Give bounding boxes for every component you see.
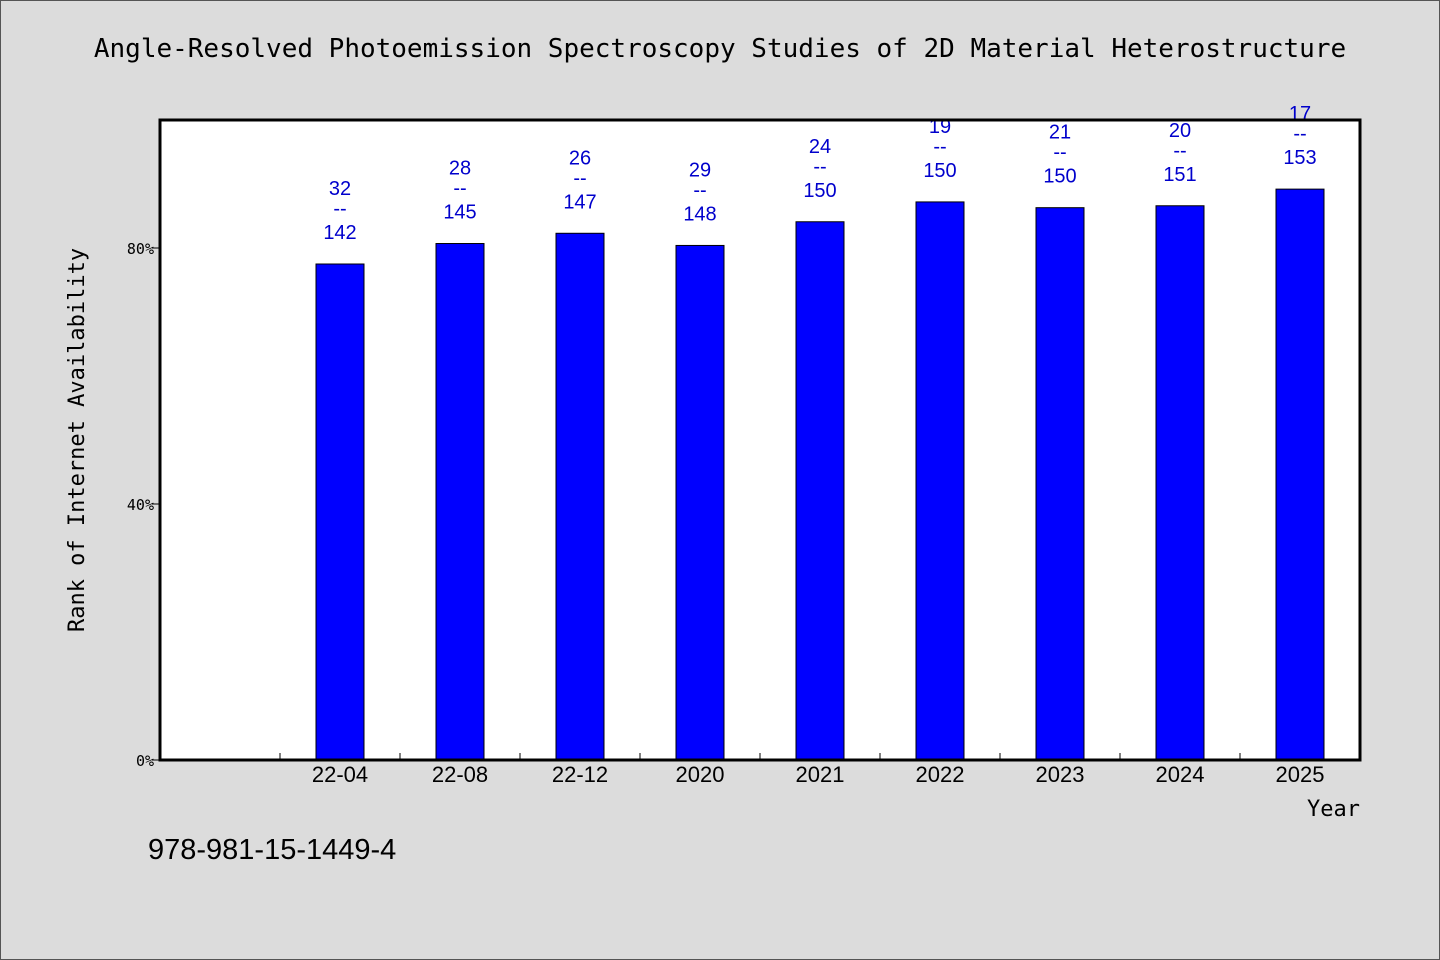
x-tick-label: 22-08: [432, 762, 488, 787]
chart-title: Angle-Resolved Photoemission Spectroscop…: [93, 34, 1347, 64]
bar: [915, 201, 965, 761]
data-label-separator: --: [813, 156, 826, 178]
data-label-top: 21: [1049, 122, 1071, 144]
x-tick-label: 2025: [1276, 762, 1325, 787]
data-label-top: 26: [569, 147, 591, 169]
data-label-separator: --: [333, 198, 346, 220]
bar: [795, 221, 845, 761]
x-tick-label: 2022: [916, 762, 965, 787]
y-tick-label: 40%: [127, 496, 154, 514]
bar: [675, 244, 725, 761]
data-label-top: 32: [329, 178, 351, 200]
x-tick-label: 22-12: [552, 762, 608, 787]
data-label-top: 24: [809, 136, 831, 158]
data-label-bottom: 142: [323, 222, 356, 244]
data-label-bottom: 150: [923, 160, 956, 182]
bar: [315, 263, 365, 761]
x-axis-title: Year: [1307, 797, 1360, 822]
data-label-separator: --: [693, 179, 706, 201]
data-label-bottom: 150: [1043, 166, 1076, 188]
y-tick-label: 80%: [127, 240, 154, 258]
isbn-text: 978-981-15-1449-4: [148, 834, 397, 866]
data-label-bottom: 147: [563, 191, 596, 213]
data-label-separator: --: [1293, 123, 1306, 145]
x-tick-label: 2023: [1036, 762, 1085, 787]
data-label-separator: --: [1053, 142, 1066, 164]
x-tick-label: 2024: [1156, 762, 1205, 787]
data-label-top: 20: [1169, 120, 1191, 142]
data-label-bottom: 151: [1163, 164, 1196, 186]
y-tick-label: 0%: [136, 752, 154, 770]
data-label-bottom: 148: [683, 203, 716, 225]
data-label-top: 17: [1289, 103, 1311, 125]
x-tick-label: 2021: [796, 762, 845, 787]
data-label-separator: --: [933, 136, 946, 158]
bar: [555, 232, 605, 761]
x-tick-label: 22-04: [312, 762, 368, 787]
bar: [1035, 207, 1085, 761]
data-label-separator: --: [573, 167, 586, 189]
y-axis-title: Rank of Internet Availability: [65, 248, 90, 632]
data-label-bottom: 153: [1283, 147, 1316, 169]
x-tick-label: 2020: [676, 762, 725, 787]
data-label-bottom: 150: [803, 180, 836, 202]
bar: [1155, 205, 1205, 761]
data-label-top: 28: [449, 158, 471, 180]
data-label-top: 29: [689, 159, 711, 181]
data-label-separator: --: [1173, 140, 1186, 162]
data-label-bottom: 145: [443, 202, 476, 224]
bar: [435, 243, 485, 761]
data-label-separator: --: [453, 178, 466, 200]
bar: [1275, 188, 1325, 761]
